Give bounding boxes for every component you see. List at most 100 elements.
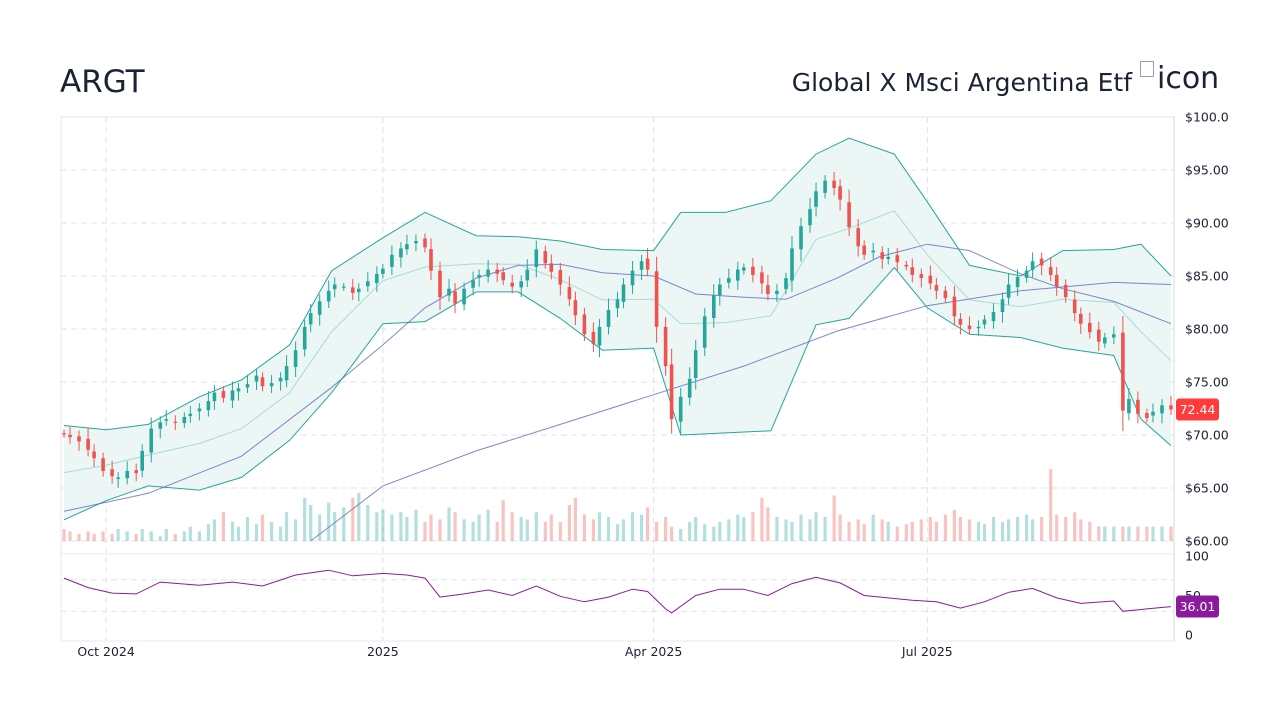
volume-bar: [630, 512, 635, 541]
rsi-line: [63, 569, 1172, 614]
price-tick-label: $100.0: [1185, 110, 1229, 125]
candle-body: [871, 250, 875, 253]
volume-bar: [270, 521, 274, 541]
volume-bar: [1127, 526, 1131, 541]
candle-body: [654, 271, 659, 327]
volume-bar: [1073, 512, 1077, 541]
volume-bar: [510, 512, 514, 541]
price-tick-label: $95.00: [1185, 163, 1229, 178]
candle-body: [1072, 299, 1077, 314]
volume-bar: [606, 517, 611, 541]
volume-bar: [68, 531, 72, 541]
volume-bar: [784, 519, 788, 541]
volume-bar: [712, 526, 716, 541]
candle-body: [158, 422, 163, 429]
candle-body: [742, 267, 746, 271]
volume-bar: [254, 524, 259, 541]
volume-bar: [1145, 526, 1149, 541]
volume-bar: [919, 519, 923, 541]
candle-body: [727, 278, 731, 283]
candle-body: [573, 300, 578, 316]
candle-body: [814, 191, 818, 207]
volume-bar: [1025, 514, 1029, 541]
volume-bar: [976, 521, 981, 541]
volume-bar: [447, 507, 451, 541]
volume-bar: [688, 521, 692, 541]
volume-bar: [1064, 517, 1068, 541]
candle-body: [645, 258, 650, 270]
volume-bar: [158, 536, 162, 541]
candle-body: [982, 319, 987, 325]
volume-bar: [727, 519, 731, 541]
plot-frame: [60, 116, 1175, 642]
candle-body: [549, 263, 554, 272]
candle-body: [308, 313, 313, 325]
ticker-symbol: ARGT: [60, 64, 145, 100]
candle-body: [534, 249, 539, 268]
volume-bar: [640, 514, 644, 541]
candle-body: [687, 378, 692, 398]
candle-body: [1169, 405, 1173, 410]
volume-bar: [471, 521, 475, 541]
volume-bar: [862, 524, 866, 541]
candle-body: [847, 202, 851, 228]
volume-bar: [309, 505, 313, 541]
volume-bar: [573, 497, 577, 541]
candle-body: [928, 275, 933, 284]
bollinger-fill: [64, 138, 1171, 520]
candle-body: [775, 290, 779, 294]
candle-body: [212, 392, 217, 402]
volume-bar: [838, 514, 842, 541]
volume-bar: [943, 514, 947, 541]
volume-bar: [501, 500, 505, 541]
time-tick-label: Apr 2025: [625, 644, 682, 659]
volume-bar: [1016, 517, 1020, 541]
volume-bar: [405, 517, 409, 541]
volume-bar: [766, 507, 770, 541]
candle-body: [766, 285, 770, 294]
candle-body: [92, 451, 96, 459]
price-tick-label: $90.00: [1185, 216, 1229, 231]
volume-bar: [567, 505, 571, 541]
volume-bar: [736, 514, 740, 541]
bollinger-upper-line: [63, 137, 1172, 431]
volume-bar: [1049, 469, 1053, 541]
candle-body: [1015, 277, 1020, 288]
volume-bar: [477, 514, 481, 541]
volume-bar: [1007, 519, 1011, 541]
rsi-panel: [63, 569, 1172, 614]
volume-bar: [110, 533, 114, 541]
candle-body: [558, 270, 563, 285]
volume-bar: [77, 533, 81, 541]
candle-body: [856, 228, 860, 247]
candle-body: [862, 245, 866, 255]
volume-bar: [245, 517, 250, 541]
price-tick-label: $70.00: [1185, 428, 1229, 443]
volume-bar: [62, 529, 66, 541]
volume-bar: [910, 521, 914, 541]
volume-bar: [140, 529, 144, 541]
volume-bar: [534, 512, 538, 541]
candle-body: [790, 248, 794, 281]
volume-bar: [967, 519, 972, 541]
volume-bar: [438, 519, 442, 541]
last-price-label: 72.44: [1180, 402, 1216, 417]
volume-bar: [212, 519, 216, 541]
chart-grid: [60, 116, 1175, 642]
candle-body: [799, 226, 803, 250]
axes: $100.0 $95.00 $90.00 $85.00 $80.00 $75.00 $70.…: [77, 110, 1228, 660]
candle-body: [116, 477, 120, 479]
candle-body: [254, 375, 259, 382]
volume-bar: [260, 514, 265, 541]
candle-body: [1112, 334, 1116, 338]
volume-bar: [751, 512, 755, 541]
candle-body: [1000, 299, 1005, 312]
rsi-tick-label: 100: [1185, 549, 1209, 564]
candle-body: [1030, 261, 1035, 270]
candle-body: [351, 287, 355, 293]
candle-body: [164, 419, 169, 421]
candle-body: [582, 314, 587, 335]
volume-bar: [399, 512, 403, 541]
volume-bar: [1040, 517, 1044, 541]
